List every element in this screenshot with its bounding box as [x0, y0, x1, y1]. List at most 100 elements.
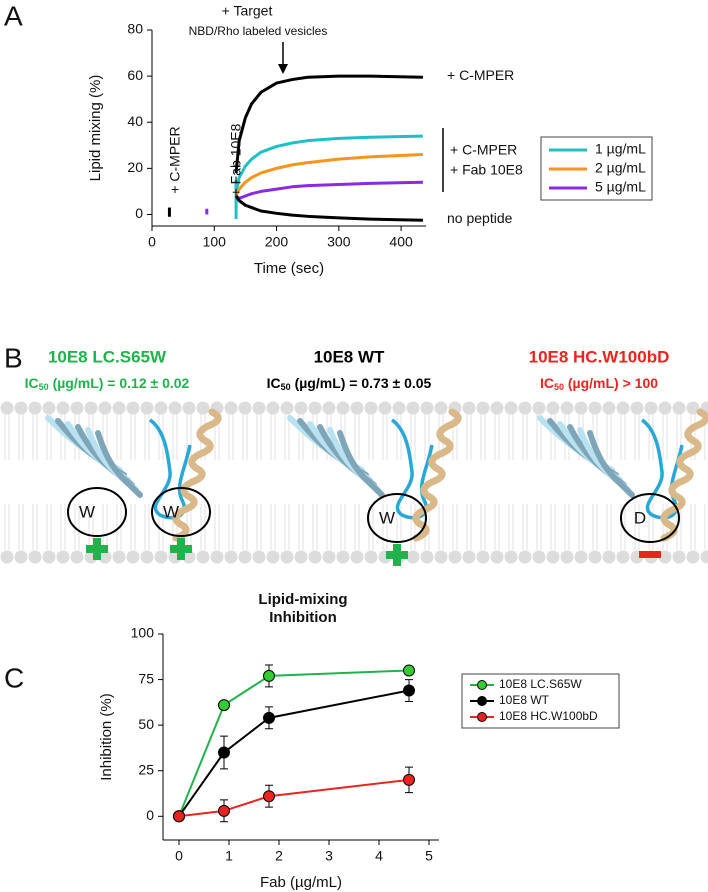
- minus-sign: [639, 551, 661, 558]
- bracket-label: + C-MPER: [450, 142, 517, 158]
- series-end-label: no peptide: [447, 210, 513, 226]
- x-tick-label: 400: [389, 234, 413, 250]
- residue-label: W: [79, 502, 95, 521]
- y-tick-label: 60: [127, 67, 143, 83]
- chart-c: 0 25 50 75 100 0 1 2 3 4 5 Inhibition (%) Fab (µg/mL…: [98, 591, 620, 891]
- plus-sign: [177, 538, 185, 560]
- x-tick-label: 5: [425, 848, 433, 864]
- series-line: [178, 669, 410, 817]
- fab-structure: [45, 415, 192, 520]
- residue-circle: [620, 493, 680, 543]
- x-tick-label: 0: [148, 234, 156, 250]
- beta-strand: [95, 430, 143, 498]
- series-line: [178, 778, 410, 818]
- ic50-sub: 50: [281, 382, 291, 392]
- residue-circle: [67, 487, 127, 537]
- fab-structure: [287, 415, 434, 520]
- data-point: [218, 699, 230, 712]
- x-tick-label: 1: [225, 848, 233, 864]
- ic50-label: IC50 (µg/mL) = 0.73 ± 0.05: [267, 375, 432, 393]
- x-axis-label: Time (sec): [254, 260, 324, 277]
- data-point: [403, 684, 415, 697]
- series-line: [235, 180, 423, 200]
- series-line: [234, 74, 423, 174]
- ic50-text: (µg/mL) = 0.73 ± 0.05: [291, 375, 432, 391]
- series-end-label: + C-MPER: [447, 67, 514, 83]
- y-tick-label: 25: [138, 761, 154, 777]
- legend-label: 10E8 HC.W100bD: [499, 709, 598, 723]
- y-tick-label: 40: [127, 113, 143, 129]
- data-point: [263, 711, 275, 724]
- series-line: [234, 134, 423, 192]
- data-point: [173, 810, 185, 823]
- legend-label: 10E8 WT: [499, 693, 550, 707]
- mper-helix: [660, 408, 708, 542]
- variant-title: 10E8 WT: [314, 347, 385, 366]
- annotation: NBD/Rho labeled vesicles: [189, 24, 328, 38]
- residue-label: D: [634, 508, 646, 527]
- x-tick-label: 200: [265, 234, 289, 250]
- panel-label: C: [4, 662, 24, 693]
- annotation: + C-MPER: [167, 126, 183, 193]
- y-tick-label: 50: [138, 716, 154, 732]
- ic50-label: IC50 (µg/mL) = 0.12 ± 0.02: [25, 375, 190, 393]
- data-point: [403, 773, 415, 786]
- arrow-head: [278, 64, 288, 74]
- legend-label: 5 µg/mL: [595, 179, 646, 195]
- mper-helix: [172, 408, 222, 542]
- data-point: [218, 804, 230, 817]
- x-tick-label: 3: [325, 848, 333, 864]
- chart-title: Lipid-mixing: [258, 591, 347, 608]
- beta-strand: [587, 430, 635, 498]
- x-tick-label: 300: [327, 234, 351, 250]
- y-tick-label: 0: [135, 205, 143, 221]
- legend-label: 2 µg/mL: [595, 160, 646, 176]
- y-axis-label: Lipid mixing (%): [87, 75, 104, 182]
- legend-marker: [477, 680, 487, 690]
- y-axis-label: Inhibition (%): [98, 693, 115, 781]
- beta-strand: [337, 430, 385, 498]
- plus-sign: [93, 538, 101, 560]
- ic50-label: IC50 (µg/mL) > 100: [540, 375, 658, 393]
- ic50-sub: 50: [554, 382, 564, 392]
- data-point: [403, 664, 415, 677]
- x-tick-label: 100: [203, 234, 227, 250]
- plus-sign: [393, 544, 401, 566]
- data-point: [218, 746, 230, 759]
- ic50-prefix: IC: [267, 375, 281, 391]
- x-tick-label: 0: [175, 848, 183, 864]
- legend-marker: [477, 712, 487, 722]
- ic50-text: (µg/mL) = 0.12 ± 0.02: [49, 375, 190, 391]
- panel-label: A: [4, 0, 23, 31]
- x-tick-label: 4: [375, 848, 383, 864]
- mper-helix: [412, 408, 462, 542]
- ic50-sub: 50: [39, 382, 49, 392]
- x-axis-label: Fab (µg/mL): [260, 874, 342, 891]
- membrane: [0, 400, 708, 565]
- series-line: [178, 689, 410, 817]
- variant-title: 10E8 LC.S65W: [48, 347, 167, 366]
- variant-title: 10E8 HC.W100bD: [529, 347, 670, 366]
- series-line: [234, 153, 423, 197]
- annotation: + Target: [222, 3, 273, 19]
- annotation: + Fab 10E8: [228, 123, 244, 196]
- legend-label: 1 µg/mL: [595, 141, 646, 157]
- residue-circle: [367, 493, 427, 543]
- data-point: [263, 790, 275, 803]
- ic50-prefix: IC: [25, 375, 39, 391]
- fab-structure: [537, 415, 684, 520]
- series-line: [234, 195, 423, 222]
- y-tick-label: 80: [127, 21, 143, 37]
- ic50-prefix: IC: [540, 375, 554, 391]
- bracket-label: + Fab 10E8: [450, 162, 523, 178]
- chart-a: 0 20 40 60 80 0 100 200 300 400 Lipid mixing (%) Ti…: [87, 3, 653, 277]
- x-tick-label: 2: [275, 848, 283, 864]
- y-tick-label: 100: [131, 625, 155, 641]
- y-tick-label: 75: [138, 670, 154, 686]
- panel-label: B: [4, 342, 23, 373]
- legend-label: 10E8 LC.S65W: [499, 677, 582, 691]
- residue-label: W: [379, 508, 395, 527]
- legend-marker: [477, 696, 487, 706]
- residue-circle: [151, 487, 211, 537]
